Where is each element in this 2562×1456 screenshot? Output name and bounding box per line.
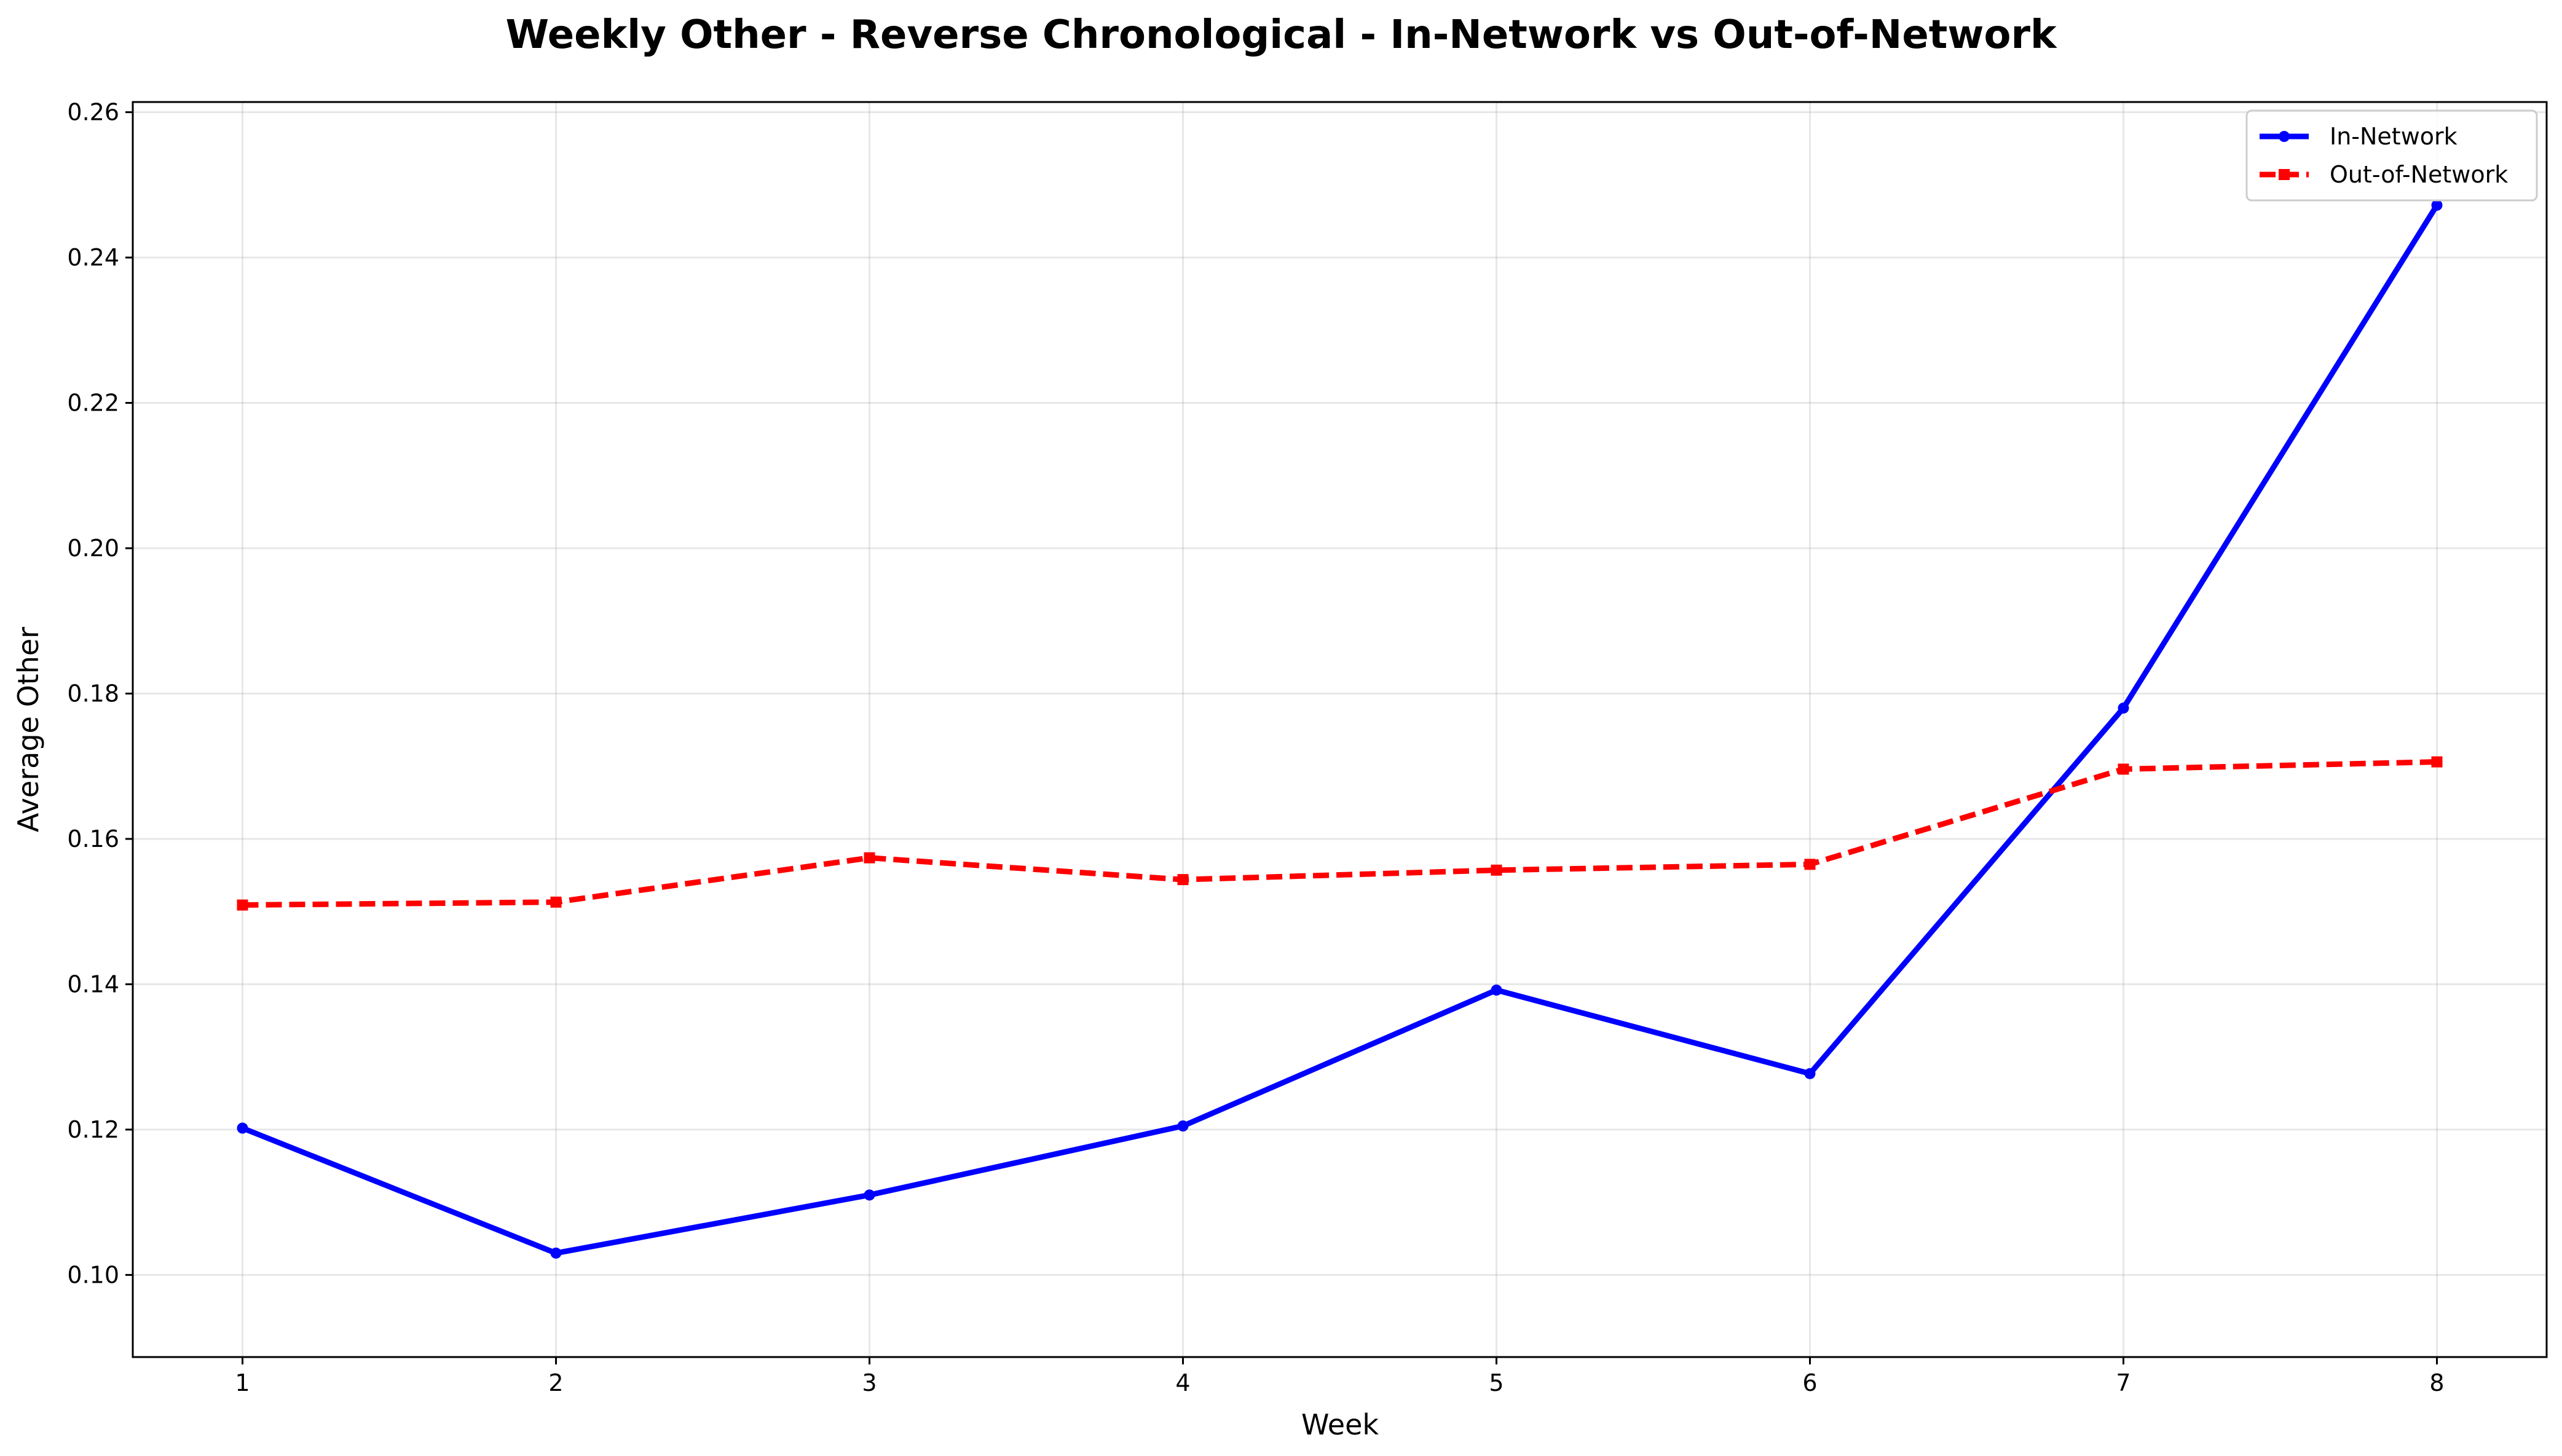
y-tick-label: 0.18 bbox=[67, 680, 119, 707]
x-tick-label: 8 bbox=[2429, 1369, 2444, 1396]
y-tick-label: 0.26 bbox=[67, 99, 119, 126]
y-tick-label: 0.10 bbox=[67, 1261, 119, 1288]
data-point-out-of-network bbox=[237, 899, 248, 911]
data-point-out-of-network bbox=[1491, 864, 1502, 876]
data-point-in-network bbox=[1491, 984, 1502, 996]
series-out-of-network bbox=[237, 756, 2443, 911]
grid-lines bbox=[133, 102, 2547, 1357]
legend-marker-out-of-network bbox=[2279, 169, 2290, 180]
x-axis-ticks: 1 2 3 4 5 6 7 8 bbox=[235, 1357, 2445, 1396]
data-point-in-network bbox=[864, 1189, 875, 1201]
series-line-in-network bbox=[241, 203, 2440, 1256]
data-point-in-network bbox=[1804, 1068, 1816, 1079]
y-axis-label: Average Other bbox=[12, 627, 45, 832]
data-point-in-network bbox=[2118, 702, 2129, 714]
y-tick-label: 0.22 bbox=[67, 390, 119, 417]
y-tick-label: 0.24 bbox=[67, 244, 119, 271]
data-point-in-network bbox=[1177, 1120, 1189, 1131]
x-tick-label: 3 bbox=[862, 1369, 877, 1396]
x-tick-label: 6 bbox=[1802, 1369, 1817, 1396]
data-point-in-network bbox=[237, 1122, 248, 1134]
data-point-out-of-network bbox=[2431, 756, 2443, 768]
x-tick-label: 4 bbox=[1175, 1369, 1190, 1396]
series-line-out-of-network bbox=[242, 759, 2437, 908]
data-point-out-of-network bbox=[1177, 874, 1189, 886]
data-point-in-network bbox=[2431, 199, 2443, 211]
y-tick-label: 0.16 bbox=[67, 825, 119, 852]
data-point-out-of-network bbox=[864, 852, 875, 864]
data-point-out-of-network bbox=[550, 896, 562, 908]
chart-title: Weekly Other - Reverse Chronological - I… bbox=[505, 12, 2057, 58]
y-tick-label: 0.12 bbox=[67, 1116, 119, 1143]
legend-box bbox=[2245, 109, 2538, 202]
x-tick-label: 5 bbox=[1489, 1369, 1504, 1396]
data-point-in-network bbox=[550, 1247, 562, 1259]
legend-marker-in-network bbox=[2279, 131, 2290, 142]
series-in-network bbox=[237, 199, 2443, 1259]
legend-label-out-of-network: Out-of-Network bbox=[2330, 161, 2508, 188]
x-tick-label: 1 bbox=[235, 1369, 250, 1396]
plot-area-frame bbox=[132, 101, 2548, 1358]
legend-label-in-network: In-Network bbox=[2330, 123, 2458, 150]
y-tick-label: 0.20 bbox=[67, 535, 119, 562]
data-point-out-of-network bbox=[1804, 859, 1816, 870]
data-point-out-of-network bbox=[2118, 763, 2129, 775]
y-axis-ticks: 0.10 0.12 0.14 0.16 0.18 0.20 0.22 0.24 0.26 bbox=[67, 99, 133, 1288]
y-tick-label: 0.14 bbox=[67, 970, 119, 998]
x-axis-label: Week bbox=[1301, 1408, 1379, 1441]
series-layer bbox=[237, 199, 2443, 1259]
x-tick-label: 7 bbox=[2116, 1369, 2130, 1396]
x-tick-label: 2 bbox=[548, 1369, 563, 1396]
legend: In-Network Out-of-Network bbox=[2245, 109, 2538, 202]
